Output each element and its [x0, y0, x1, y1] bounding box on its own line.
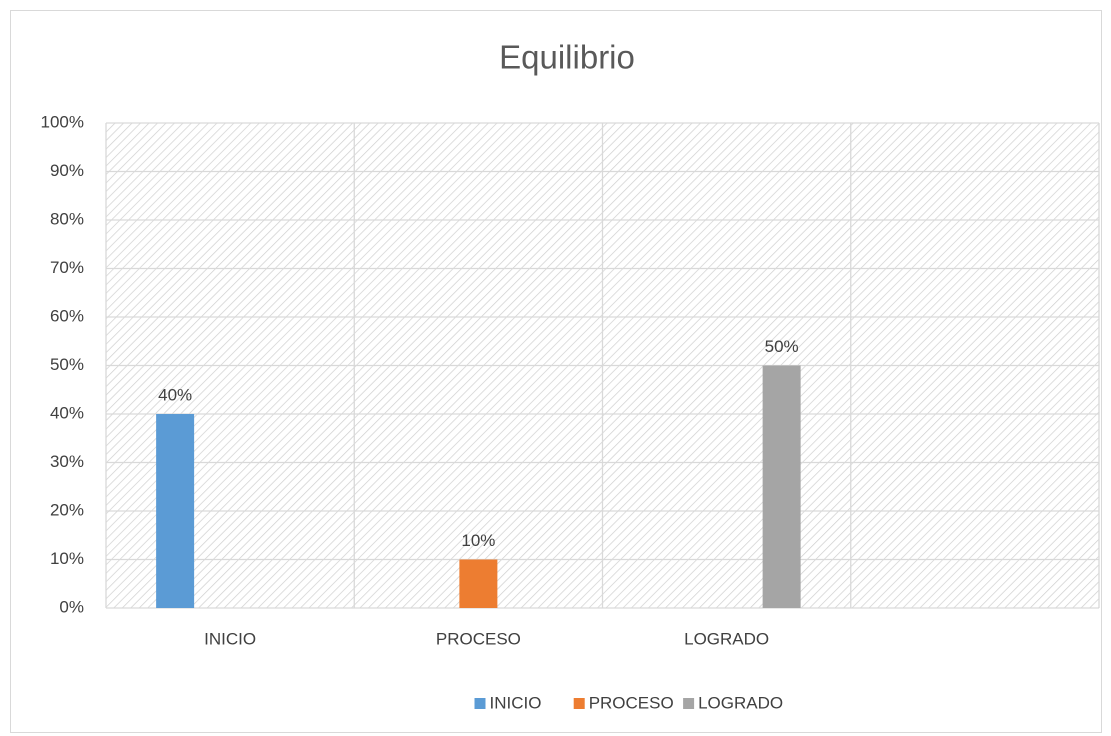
legend-swatch	[474, 698, 486, 709]
y-tick-label: 40%	[50, 403, 84, 422]
legend-swatch	[573, 698, 585, 709]
legend-label: INICIO	[490, 693, 542, 712]
y-tick-label: 10%	[50, 549, 84, 568]
x-tick-label: LOGRADO	[684, 629, 769, 648]
y-tick-label: 0%	[59, 597, 84, 616]
data-label: 50%	[765, 337, 799, 356]
data-label: 10%	[461, 531, 495, 550]
bar	[459, 559, 498, 608]
x-tick-label: INICIO	[204, 629, 256, 648]
y-tick-label: 90%	[50, 161, 84, 180]
data-label: 40%	[158, 385, 192, 404]
y-tick-label: 50%	[50, 355, 84, 374]
y-tick-label: 70%	[50, 258, 84, 277]
legend-label: LOGRADO	[698, 693, 783, 712]
bar	[156, 414, 195, 608]
bar	[762, 365, 801, 608]
y-tick-label: 60%	[50, 306, 84, 325]
legend-label: PROCESO	[589, 693, 674, 712]
y-tick-label: 80%	[50, 209, 84, 228]
y-tick-label: 30%	[50, 452, 84, 471]
legend-swatch	[683, 698, 695, 709]
x-tick-label: PROCESO	[436, 629, 521, 648]
chart-title: Equilibrio	[499, 39, 635, 76]
y-tick-label: 20%	[50, 500, 84, 519]
y-tick-label: 100%	[41, 112, 84, 131]
